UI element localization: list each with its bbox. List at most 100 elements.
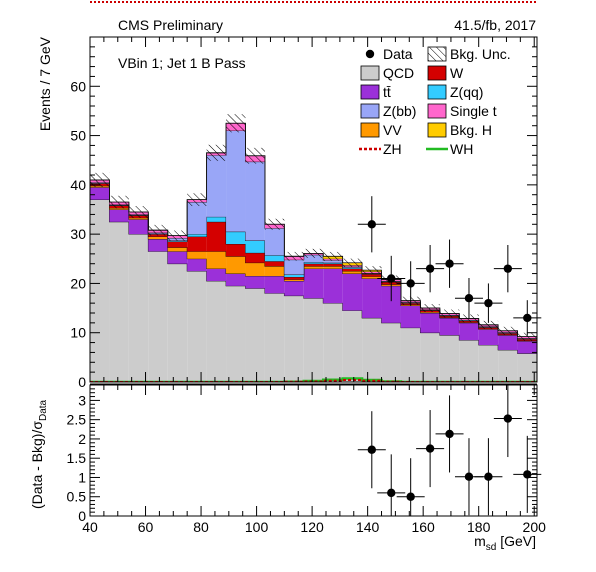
- bar-vv-11: [303, 266, 324, 269]
- bar-vv-7: [226, 256, 246, 274]
- y-tick-label: 0: [78, 374, 86, 390]
- y-tick-label: 40: [70, 177, 86, 193]
- y-tick-label: 10: [70, 325, 86, 341]
- bar-qcd-5: [187, 271, 207, 382]
- ratio-y-tick-label: 1: [78, 469, 86, 485]
- bar-tt-21: [498, 335, 518, 350]
- bar-qcd-1: [109, 221, 129, 382]
- ratio-point-4: [445, 429, 454, 439]
- uncertainty-band-2: [128, 206, 149, 218]
- uncertainty-band-13: [342, 258, 363, 267]
- legend-label-w: W: [450, 65, 464, 81]
- data-point-2: [406, 279, 415, 288]
- main-axes: 0 10 20 30 40 50 60: [70, 37, 537, 390]
- ratio-point-8: [523, 470, 532, 479]
- bar-vv-9: [264, 266, 285, 277]
- x-tick-label: 60: [138, 519, 154, 535]
- bar-qcd-22: [517, 353, 537, 382]
- legend-swatch-zbb: [360, 103, 380, 119]
- bar-tt-19: [459, 322, 479, 341]
- uncertainty-band-17: [420, 304, 440, 313]
- x-tick-label: 120: [300, 519, 324, 535]
- legend-label-qcd: QCD: [383, 65, 414, 81]
- ratio-point-5: [464, 472, 474, 481]
- ratio-point-2: [406, 492, 415, 501]
- bar-vv-8: [245, 262, 265, 277]
- bar-vv-2: [128, 217, 149, 220]
- bar-tt-8: [245, 276, 265, 289]
- data-point-4: [445, 259, 454, 268]
- bar-vv-4: [167, 247, 188, 252]
- bar-w-13: [342, 268, 363, 272]
- legend-label-wh: WH: [450, 141, 473, 157]
- bar-w-14: [362, 274, 382, 277]
- bar-zbb-10: [284, 259, 304, 275]
- bar-zqq-12: [323, 262, 343, 264]
- bar-qcd-14: [362, 317, 382, 382]
- bar-w-10: [284, 277, 304, 280]
- uncertainty-band-11: [303, 248, 324, 258]
- bar-tt-15: [381, 285, 401, 323]
- bar-zqq-10: [284, 274, 304, 278]
- bar-vv-1: [109, 208, 129, 210]
- uncertainty-band-0: [90, 172, 110, 188]
- bar-qcd-18: [439, 335, 460, 382]
- bar-w-11: [303, 263, 324, 267]
- bar-zqq-4: [167, 240, 188, 242]
- bar-zqq-8: [245, 240, 265, 253]
- bar-tt-13: [342, 273, 363, 311]
- bar-tt-17: [420, 313, 440, 333]
- ratio-y-tick-label: 2.5: [67, 412, 87, 428]
- legend-marker-data: [365, 49, 375, 59]
- uncertainty-band-21: [498, 326, 518, 335]
- ratio-point-1: [387, 488, 396, 498]
- uncertainty-band-18: [439, 309, 460, 318]
- legend-label-zh: ZH: [383, 141, 402, 157]
- bar-qcd-12: [323, 303, 343, 382]
- bar-qcd-15: [381, 322, 401, 382]
- data-points: [357, 196, 542, 336]
- bar-tt-1: [109, 209, 129, 222]
- ratio-x-axis-label: msd [GeV]: [474, 533, 536, 553]
- uncertainty-band-12: [323, 251, 343, 261]
- header-left-label: CMS Preliminary: [118, 17, 223, 33]
- bar-vv-12: [323, 266, 343, 269]
- bar-qcd-2: [128, 234, 149, 382]
- bar-tt-2: [128, 219, 149, 235]
- ratio-y-tick-label: 1.5: [67, 450, 87, 466]
- ratio-points: [357, 385, 542, 516]
- legend: Data Bkg. Unc. QCD Wtt̄ Z(qq) Z(bb) Single t VV…: [359, 46, 511, 157]
- legend-swatch-bkg-unc: [427, 46, 447, 62]
- bar-zbb-5: [187, 202, 207, 235]
- x-tick-label: 180: [467, 519, 491, 535]
- bar-zqq-9: [264, 255, 285, 262]
- bar-vv-13: [342, 271, 363, 274]
- main-panel: 0 10 20 30 40 50 60 VBin 1; Jet 1 B Pass Event…: [37, 36, 542, 390]
- bar-tt-5: [187, 258, 207, 272]
- legend-swatch-w: [427, 65, 447, 81]
- ratio-point-6: [484, 472, 493, 481]
- data-point-7: [503, 264, 513, 273]
- header-right-label: 41.5/fb, 2017: [454, 17, 536, 33]
- ratio-point-7: [503, 414, 513, 423]
- main-y-axis-label: Events / 7 GeV: [37, 36, 53, 131]
- bar-qcd-17: [420, 332, 440, 382]
- data-point-5: [464, 294, 474, 303]
- uncertainty-band-5: [187, 193, 207, 207]
- bar-vv-3: [148, 236, 168, 240]
- bar-zqq-11: [303, 262, 324, 264]
- legend-swatch-bkgh: [427, 122, 447, 138]
- uncertainty-band-4: [167, 230, 188, 241]
- data-point-8: [523, 313, 532, 323]
- line-wh: [90, 377, 537, 382]
- legend-swatch-vv: [360, 122, 380, 138]
- bar-zbb-13: [342, 266, 363, 268]
- bar-tt-7: [226, 273, 246, 286]
- bar-vv-5: [187, 251, 207, 259]
- data-point-6: [484, 298, 493, 308]
- x-tick-label: 200: [523, 519, 547, 535]
- ratio-axes: 0 0.5 1 1.5 2 2.5 3 40 60 80 100 120 140 160 180 200: [67, 385, 547, 535]
- bar-tt-22: [517, 341, 537, 354]
- bar-zbb-11: [303, 254, 324, 263]
